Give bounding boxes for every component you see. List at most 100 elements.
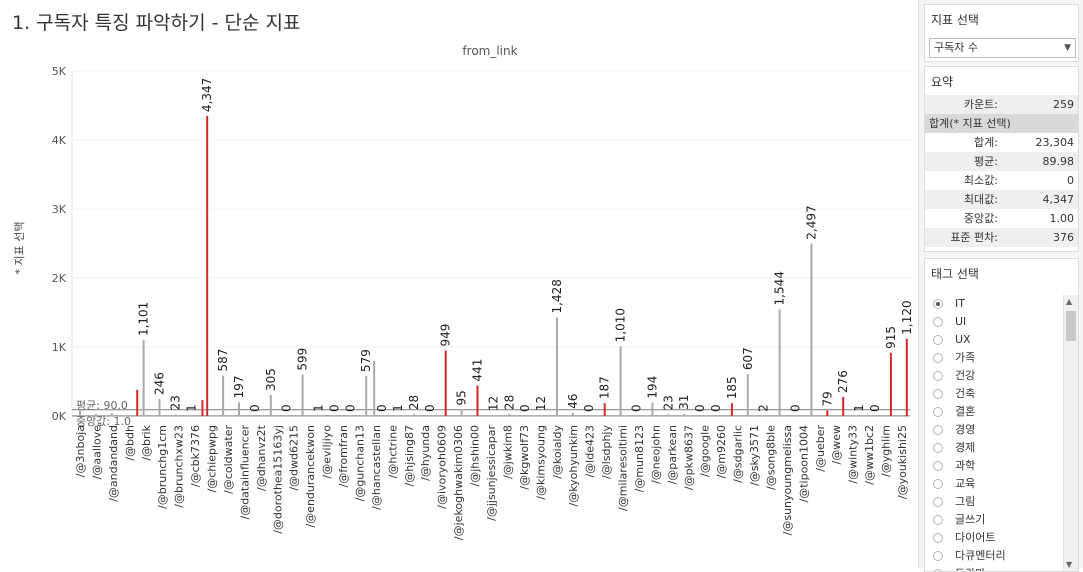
bar [159,399,161,416]
bar [842,397,844,416]
x-tick-label: /@ww1bc2 [863,425,876,485]
bar [302,375,304,416]
reference-line-label: 평균: 90.0 [76,399,128,412]
tag-option[interactable]: 과학 [925,457,1078,475]
x-tick-label: /@hancastellan [370,425,383,510]
radio-icon[interactable] [933,335,943,345]
bar [810,244,812,416]
tag-option[interactable]: UX [925,331,1078,349]
x-tick-label: /@ueber [814,425,827,472]
summary-row-label: 평균: [974,152,998,171]
tag-option[interactable]: 다큐멘터리 [925,547,1078,565]
summary-row-label: 최소값: [964,171,998,190]
bar-data-label: 587 [216,349,230,372]
summary-row: 중앙값:1.00 [925,209,1078,228]
tag-option[interactable]: 건축 [925,385,1078,403]
tag-option[interactable]: 드라마 [925,565,1078,572]
bar [492,415,494,416]
x-tick-label: /@eviljiyo [321,425,334,479]
bar [270,395,272,416]
y-tick-label: 1K [52,341,67,354]
summary-row-label: 표준 편차: [950,228,998,247]
summary-row-label: 최대값: [964,190,998,209]
x-tick-label: /@gunchan13 [353,425,366,501]
tag-option-label: UI [955,315,966,328]
summary-row: 최소값:0 [925,171,1078,190]
x-tick-label: /@lde423 [584,425,597,478]
radio-icon[interactable] [933,479,943,489]
tag-option[interactable]: 그림 [925,493,1078,511]
radio-icon[interactable] [933,461,943,471]
radio-icon[interactable] [933,407,943,417]
tag-option-label: 경영 [955,423,975,436]
bar-data-label: 305 [264,368,278,391]
summary-title: 요약 [925,67,1078,89]
radio-icon[interactable] [933,389,943,399]
tag-option[interactable]: UI [925,313,1078,331]
radio-icon[interactable] [933,299,943,309]
bar [572,413,574,416]
bar [79,410,81,416]
bar [906,339,908,416]
bar-data-label: 1,101 [137,302,151,336]
bar-data-label: 0 [248,404,262,412]
y-tick-label: 0K [52,410,67,423]
x-tick-label: /@pkw8637 [682,425,695,490]
summary-count-value: 259 [1053,95,1074,114]
radio-icon[interactable] [933,497,943,507]
x-tick-label: /@dorothea15163yj [271,425,284,534]
x-tick-label: /@mun8123 [633,425,646,492]
radio-icon[interactable] [933,425,943,435]
tag-scrollbar[interactable]: ▲ ▼ [1063,295,1078,571]
scroll-up-icon[interactable]: ▲ [1066,297,1072,306]
bar-data-label: 12 [534,396,548,411]
x-tick-label: /@hyunda [419,425,432,481]
bar-data-label: 1,428 [550,279,564,313]
tag-option[interactable]: 교육 [925,475,1078,493]
summary-row: 합계:23,304 [925,133,1078,152]
radio-icon[interactable] [933,515,943,525]
x-tick-label: /@google [699,425,712,477]
radio-icon[interactable] [933,317,943,327]
x-tick-label: /@3nboja [74,425,87,477]
radio-icon[interactable] [933,551,943,561]
bar-data-label: 4,347 [200,78,214,112]
radio-icon[interactable] [933,353,943,363]
x-tick-label: /@milaresoltimi [617,425,630,511]
x-tick-label: /@jwkim8 [501,425,514,479]
x-tick-label: /@song8ble [764,425,777,490]
scrollbar-thumb[interactable] [1066,311,1076,341]
tag-option[interactable]: 결혼 [925,403,1078,421]
tag-option[interactable]: IT [925,295,1078,313]
x-tick-label: /@lsdphjy [600,425,613,479]
sidebar: 지표 선택 구독자 수 ▼ 요약 카운트: 259 합계(* 지표 선택) 합계… [919,0,1083,568]
bar-data-label: 599 [296,348,310,371]
bar-data-label: 187 [598,376,612,399]
summary-row-value: 4,347 [1043,190,1075,209]
x-tick-label: /@hjsing87 [403,425,416,486]
summary-row-value: 1.00 [1050,209,1075,228]
x-tick-label: /@wew [830,425,843,464]
radio-icon[interactable] [933,533,943,543]
metric-select-dropdown[interactable]: 구독자 수 ▼ [929,38,1076,58]
tag-option[interactable]: 가족 [925,349,1078,367]
x-tick-label: /@chiepwpg [206,425,219,493]
tag-option-label: 그림 [955,495,975,508]
bar-data-label: 197 [232,376,246,399]
bar [201,400,203,416]
tag-option[interactable]: 경제 [925,439,1078,457]
radio-icon[interactable] [933,371,943,381]
bar-data-label: 949 [439,324,453,347]
bar-data-label: 1 [852,404,866,412]
tag-option[interactable]: 다이어트 [925,529,1078,547]
bar-data-label: 0 [280,404,294,412]
tag-option[interactable]: 경영 [925,421,1078,439]
tag-option[interactable]: 건강 [925,367,1078,385]
bar-data-label: 0 [375,404,389,412]
radio-icon[interactable] [933,443,943,453]
bar [174,414,176,416]
tag-option[interactable]: 글쓰기 [925,511,1078,529]
x-tick-label: /@kgwolf73 [518,425,531,490]
